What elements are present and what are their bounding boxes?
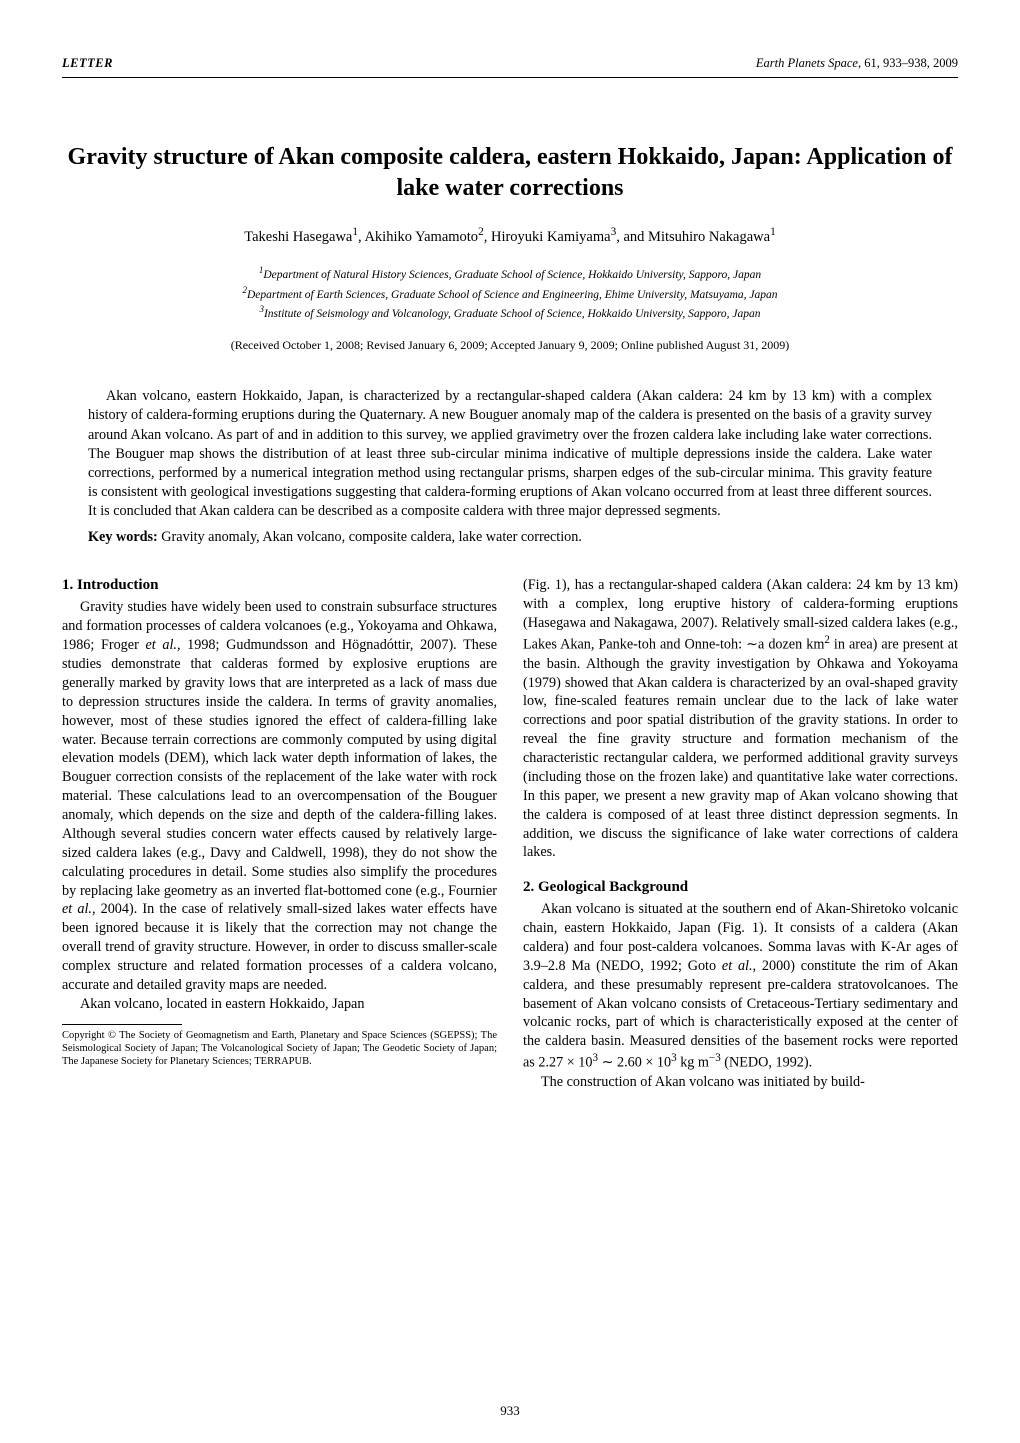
body-columns: 1. Introduction Gravity studies have wid…: [62, 576, 958, 1091]
keywords-label: Key words:: [88, 529, 158, 545]
paper-title: Gravity structure of Akan composite cald…: [62, 142, 958, 204]
submission-dates: (Received October 1, 2008; Revised Janua…: [62, 338, 958, 353]
page-number: 933: [0, 1403, 1020, 1419]
header-left: LETTER: [62, 56, 113, 71]
author-list: Takeshi Hasegawa1, Akihiko Yamamoto2, Hi…: [62, 226, 958, 246]
section-2-para-2: The construction of Akan volcano was ini…: [523, 1073, 958, 1092]
copyright-footnote: Copyright © The Society of Geomagnetism …: [62, 1029, 497, 1068]
citation-text: , 61, 933–938, 2009: [858, 56, 958, 70]
footnote-rule: [62, 1024, 182, 1025]
keywords-text: Gravity anomaly, Akan volcano, composite…: [158, 529, 582, 545]
section-1-para-3: (Fig. 1), has a rectangular-shaped calde…: [523, 576, 958, 862]
section-1-para-1: Gravity studies have widely been used to…: [62, 598, 497, 994]
right-column: (Fig. 1), has a rectangular-shaped calde…: [523, 576, 958, 1091]
affiliations: 1Department of Natural History Sciences,…: [62, 264, 958, 322]
abstract: Akan volcano, eastern Hokkaido, Japan, i…: [88, 387, 932, 521]
running-header: LETTER Earth Planets Space, 61, 933–938,…: [62, 56, 958, 71]
section-2-heading: 2. Geological Background: [523, 878, 958, 898]
keywords: Key words: Gravity anomaly, Akan volcano…: [88, 529, 932, 546]
affiliation-line: 1Department of Natural History Sciences,…: [62, 264, 958, 283]
header-right: Earth Planets Space, 61, 933–938, 2009: [756, 56, 958, 71]
left-column: 1. Introduction Gravity studies have wid…: [62, 576, 497, 1091]
section-1-para-2: Akan volcano, located in eastern Hokkaid…: [62, 995, 497, 1014]
section-2-para-1: Akan volcano is situated at the southern…: [523, 900, 958, 1073]
section-spacer: [523, 862, 958, 878]
section-1-heading: 1. Introduction: [62, 576, 497, 596]
affiliation-line: 3Institute of Seismology and Volcanology…: [62, 303, 958, 322]
journal-name: Earth Planets Space: [756, 56, 858, 70]
header-rule: [62, 77, 958, 78]
affiliation-line: 2Department of Earth Sciences, Graduate …: [62, 284, 958, 303]
